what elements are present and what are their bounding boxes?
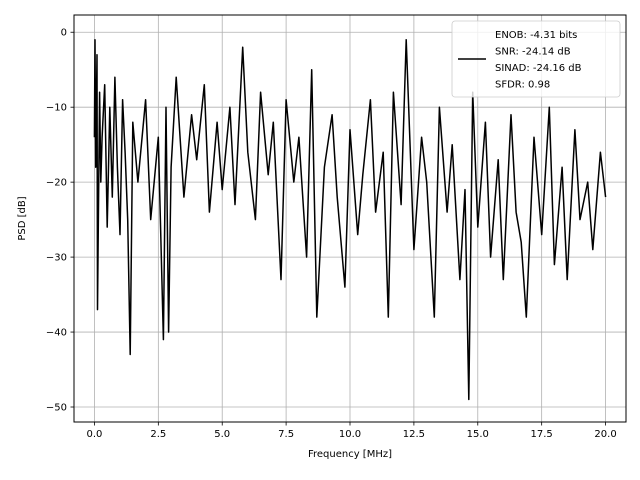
y-tick-label: −20 xyxy=(46,178,67,189)
legend: ENOB: -4.31 bits SNR: -24.14 dB SINAD: -24… xyxy=(451,20,621,98)
x-tick-label: 10.0 xyxy=(339,429,361,440)
legend-entry: ENOB: -4.31 bits xyxy=(495,30,577,41)
psd-series-line xyxy=(93,38,607,401)
y-tick-label: 0 xyxy=(61,28,67,39)
x-tick-label: 17.5 xyxy=(531,429,553,440)
legend-entry: SNR: -24.14 dB xyxy=(495,47,571,58)
x-tick-label: 20.0 xyxy=(594,429,616,440)
y-tick-label: −40 xyxy=(46,328,67,339)
x-tick-label: 0.0 xyxy=(86,429,102,440)
y-tick-label: −10 xyxy=(46,103,67,114)
x-tick-label: 2.5 xyxy=(150,429,166,440)
x-tick-label: 7.5 xyxy=(278,429,294,440)
legend-entry: SINAD: -24.16 dB xyxy=(495,63,582,74)
y-tick-label: −50 xyxy=(46,403,67,414)
legend-box xyxy=(451,20,621,98)
plot-area xyxy=(93,38,607,401)
x-tick-label: 5.0 xyxy=(214,429,230,440)
x-tick-label: 15.0 xyxy=(467,429,489,440)
legend-entry: SFDR: 0.98 xyxy=(495,80,550,91)
x-axis-label: Frequency [MHz] xyxy=(308,449,392,460)
x-tick-label: 12.5 xyxy=(403,429,425,440)
y-tick-label: −30 xyxy=(46,253,67,264)
y-axis-label: PSD [dB] xyxy=(17,196,28,240)
axis-ticks: 0.0 2.5 5.0 7.5 10.0 12.5 15.0 17.5 20.0 0 −10 −20 −… xyxy=(46,28,617,440)
